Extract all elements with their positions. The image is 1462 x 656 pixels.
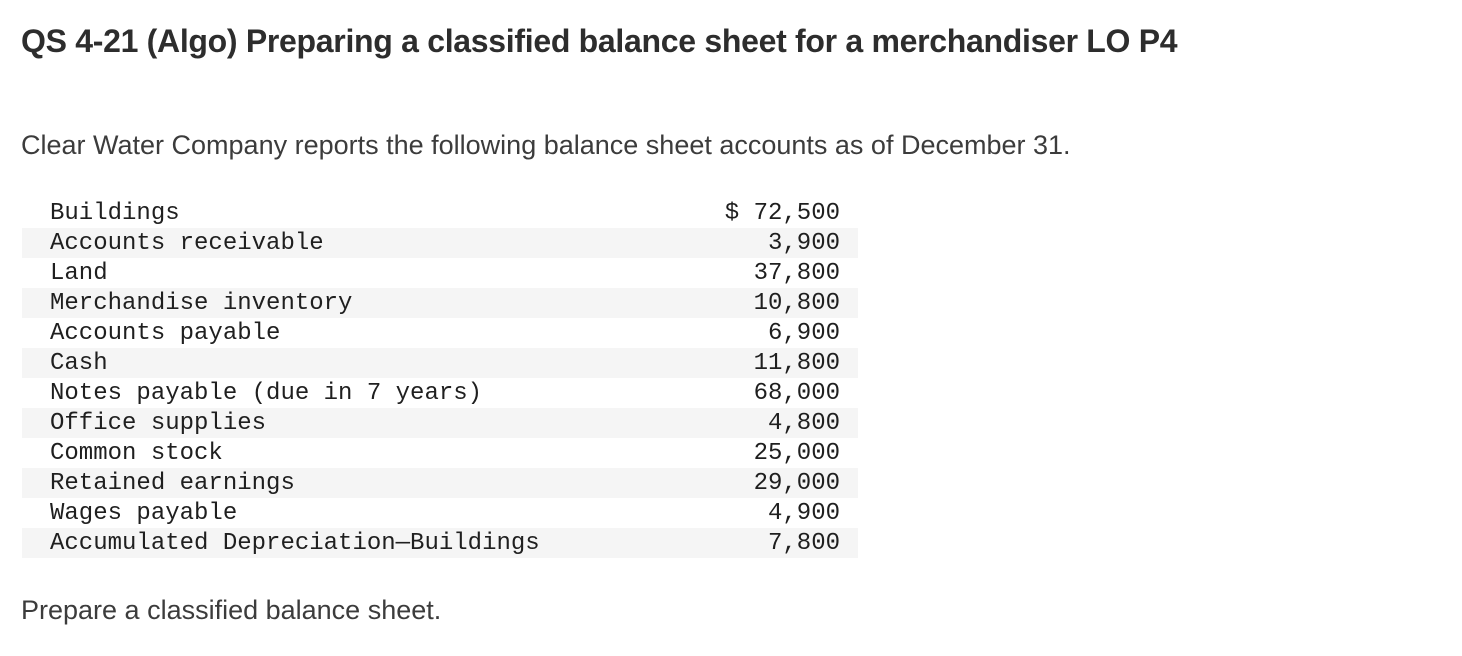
instruction-text: Prepare a classified balance sheet. [21,595,442,625]
account-label: Merchandise inventory [50,289,353,317]
account-label: Buildings [50,199,180,227]
account-label: Wages payable [50,499,238,527]
account-amount: 4,800 [767,409,840,437]
account-label: Accounts receivable [50,229,324,257]
account-label: Accounts payable [50,319,281,347]
account-row: Common stock 25,000 [22,438,858,468]
account-row: Accounts receivable 3,900 [22,228,858,258]
account-row: Accumulated Depreciation—Buildings 7,800 [22,528,858,558]
account-label: Accumulated Depreciation—Buildings [50,529,540,557]
account-row: Merchandise inventory 10,800 [22,288,858,318]
account-row: Buildings $ 72,500 [22,198,858,228]
account-amount: 29,000 [753,469,840,497]
accounts-table: Buildings $ 72,500 Accounts receivable 3,90… [22,198,858,558]
account-row: Land 37,800 [22,258,858,288]
account-label: Common stock [50,439,223,467]
problem-title: QS 4-21 (Algo) Preparing a classified ba… [21,23,1178,59]
account-amount: 7,800 [767,529,840,557]
account-amount: 3,900 [767,229,840,257]
account-row: Retained earnings 29,000 [22,468,858,498]
account-label: Land [50,259,108,287]
intro-text: Clear Water Company reports the followin… [21,130,1071,160]
account-amount: 10,800 [753,289,840,317]
account-amount: 6,900 [767,319,840,347]
account-row: Wages payable 4,900 [22,498,858,528]
account-label: Retained earnings [50,469,295,497]
account-label: Notes payable (due in 7 years) [50,379,483,407]
account-amount: 37,800 [753,259,840,287]
account-amount: 11,800 [753,349,840,377]
account-row: Accounts payable 6,900 [22,318,858,348]
account-row: Cash 11,800 [22,348,858,378]
account-row: Office supplies 4,800 [22,408,858,438]
account-amount: $ 72,500 [724,199,840,227]
account-label: Cash [50,349,108,377]
account-amount: 4,900 [767,499,840,527]
account-amount: 25,000 [753,439,840,467]
account-amount: 68,000 [753,379,840,407]
account-label: Office supplies [50,409,267,437]
account-row: Notes payable (due in 7 years) 68,000 [22,378,858,408]
